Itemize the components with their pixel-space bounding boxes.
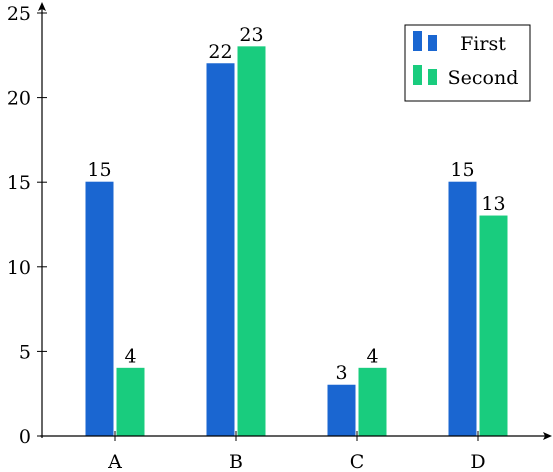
x-tick-label: D bbox=[470, 451, 485, 472]
data-label-second-c: 4 bbox=[366, 345, 378, 367]
y-tick-label: 10 bbox=[7, 257, 31, 279]
bars-group bbox=[85, 46, 508, 437]
y-tick-label: 5 bbox=[19, 341, 31, 363]
legend-swatch-second bbox=[413, 65, 422, 85]
bar-first-d bbox=[448, 181, 477, 437]
x-tick-label: A bbox=[107, 451, 122, 472]
data-label-first-c: 3 bbox=[335, 362, 347, 384]
bar-second-a bbox=[116, 367, 145, 437]
legend-swatch-first bbox=[413, 31, 422, 51]
legend-label-second: Second bbox=[448, 67, 519, 89]
data-label-second-d: 13 bbox=[481, 193, 505, 215]
y-tick-label: 0 bbox=[19, 426, 31, 448]
x-ticks-group: A B C D bbox=[107, 431, 486, 472]
y-tick-label: 15 bbox=[7, 172, 31, 194]
legend-swatch-first-2 bbox=[428, 35, 437, 51]
bar-second-b bbox=[237, 46, 266, 437]
bar-first-c bbox=[327, 384, 356, 437]
bar-second-d bbox=[479, 215, 508, 437]
legend-label-first: First bbox=[460, 33, 506, 55]
bar-second-c bbox=[358, 367, 387, 437]
y-tick-label: 25 bbox=[7, 3, 31, 25]
data-label-first-d: 15 bbox=[450, 159, 474, 181]
bar-first-a bbox=[85, 181, 114, 437]
data-label-second-b: 23 bbox=[239, 24, 263, 46]
legend: First Second bbox=[404, 24, 531, 102]
data-labels-group: 15 22 3 15 4 23 4 13 bbox=[87, 24, 505, 384]
axes-group bbox=[38, 2, 552, 440]
y-axis-arrow-icon bbox=[38, 2, 46, 11]
bar-first-b bbox=[206, 63, 235, 437]
x-axis-arrow-icon bbox=[543, 432, 552, 440]
data-label-first-b: 22 bbox=[208, 41, 232, 63]
legend-box bbox=[404, 24, 531, 102]
y-tick-label: 20 bbox=[7, 88, 31, 110]
y-ticks-group: 0 5 10 15 20 25 bbox=[7, 3, 47, 448]
x-tick-label: C bbox=[350, 451, 365, 472]
data-label-first-a: 15 bbox=[87, 159, 111, 181]
data-label-second-a: 4 bbox=[124, 345, 136, 367]
legend-swatch-second-2 bbox=[428, 69, 437, 85]
x-tick-label: B bbox=[229, 451, 243, 472]
